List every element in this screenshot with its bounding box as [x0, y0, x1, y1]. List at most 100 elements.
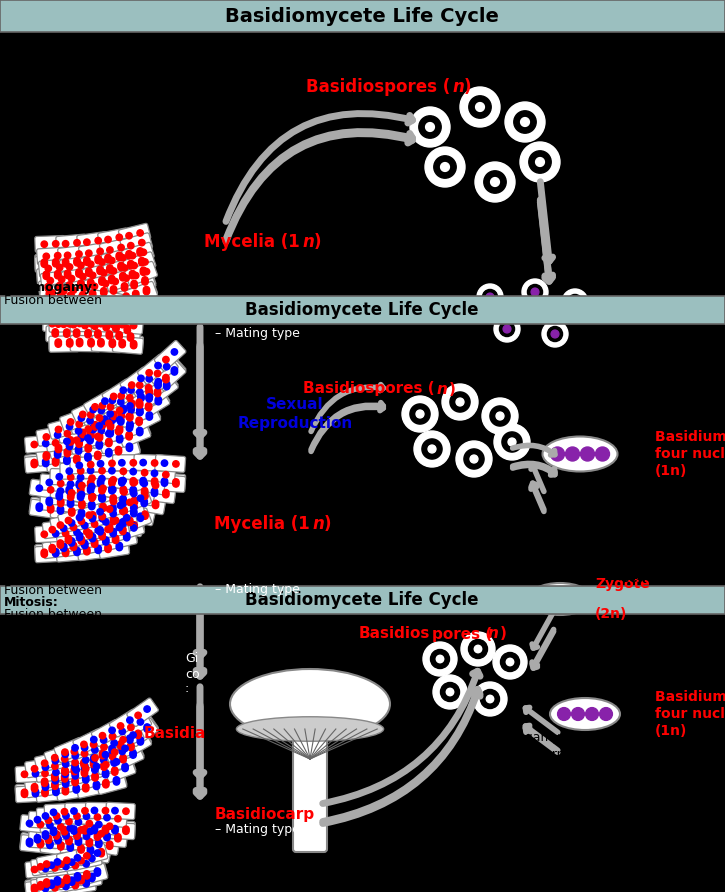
- Circle shape: [49, 308, 56, 314]
- Circle shape: [144, 706, 150, 712]
- Circle shape: [70, 524, 77, 531]
- Circle shape: [41, 780, 48, 787]
- Circle shape: [112, 767, 118, 773]
- Circle shape: [107, 506, 113, 512]
- Circle shape: [72, 771, 78, 777]
- Circle shape: [486, 293, 494, 301]
- Circle shape: [146, 393, 152, 400]
- FancyBboxPatch shape: [122, 243, 154, 266]
- Circle shape: [78, 876, 84, 882]
- FancyBboxPatch shape: [155, 475, 186, 492]
- Circle shape: [107, 410, 113, 417]
- FancyBboxPatch shape: [99, 513, 131, 537]
- Circle shape: [81, 771, 88, 777]
- Circle shape: [46, 498, 52, 504]
- Circle shape: [52, 459, 59, 467]
- Circle shape: [106, 431, 112, 437]
- Circle shape: [76, 441, 83, 448]
- Circle shape: [100, 485, 107, 491]
- Circle shape: [110, 413, 117, 419]
- FancyBboxPatch shape: [120, 368, 152, 396]
- FancyBboxPatch shape: [36, 781, 65, 800]
- FancyBboxPatch shape: [109, 709, 141, 737]
- Circle shape: [99, 475, 105, 482]
- Circle shape: [78, 467, 84, 475]
- Circle shape: [137, 739, 144, 745]
- FancyBboxPatch shape: [102, 397, 135, 425]
- Circle shape: [44, 454, 49, 460]
- Circle shape: [126, 251, 132, 257]
- FancyBboxPatch shape: [75, 775, 107, 796]
- FancyBboxPatch shape: [102, 248, 133, 270]
- FancyBboxPatch shape: [92, 509, 124, 531]
- FancyBboxPatch shape: [113, 490, 144, 509]
- FancyBboxPatch shape: [123, 484, 155, 506]
- Circle shape: [45, 835, 51, 841]
- Circle shape: [78, 518, 85, 524]
- Circle shape: [54, 252, 61, 259]
- Circle shape: [173, 481, 179, 487]
- FancyBboxPatch shape: [118, 244, 151, 265]
- FancyBboxPatch shape: [91, 316, 122, 333]
- FancyBboxPatch shape: [68, 429, 101, 452]
- Circle shape: [92, 774, 99, 781]
- Circle shape: [109, 480, 115, 486]
- FancyBboxPatch shape: [40, 474, 70, 492]
- Circle shape: [69, 509, 75, 516]
- Circle shape: [34, 816, 41, 823]
- FancyBboxPatch shape: [112, 475, 143, 491]
- FancyBboxPatch shape: [108, 413, 141, 439]
- Circle shape: [52, 259, 59, 265]
- Circle shape: [51, 755, 58, 761]
- FancyBboxPatch shape: [35, 543, 65, 561]
- Circle shape: [69, 508, 75, 514]
- Circle shape: [66, 468, 72, 475]
- Circle shape: [431, 649, 450, 668]
- Text: ): ): [324, 515, 331, 533]
- FancyBboxPatch shape: [46, 452, 77, 472]
- FancyBboxPatch shape: [112, 512, 145, 534]
- Circle shape: [116, 544, 123, 550]
- FancyBboxPatch shape: [92, 470, 123, 489]
- Circle shape: [130, 523, 137, 529]
- FancyBboxPatch shape: [99, 256, 131, 277]
- Circle shape: [80, 274, 86, 280]
- FancyBboxPatch shape: [25, 453, 56, 471]
- Circle shape: [62, 787, 69, 793]
- Circle shape: [104, 832, 110, 838]
- FancyBboxPatch shape: [61, 495, 92, 515]
- Circle shape: [82, 541, 88, 547]
- FancyBboxPatch shape: [50, 468, 80, 485]
- Circle shape: [121, 489, 128, 495]
- FancyBboxPatch shape: [123, 483, 154, 501]
- Circle shape: [43, 460, 49, 467]
- FancyBboxPatch shape: [80, 273, 112, 293]
- Text: – Mating type: – Mating type: [215, 327, 300, 341]
- FancyBboxPatch shape: [36, 784, 65, 802]
- Text: Mitosis:: Mitosis:: [4, 596, 59, 608]
- FancyBboxPatch shape: [49, 830, 78, 848]
- Circle shape: [76, 320, 83, 326]
- Circle shape: [127, 413, 133, 419]
- Circle shape: [473, 682, 507, 716]
- Circle shape: [85, 453, 91, 459]
- FancyBboxPatch shape: [62, 268, 93, 287]
- Circle shape: [66, 486, 72, 492]
- Text: Karyogamy:
Basidia form
diploid nu: Karyogamy: Basidia form diploid nu: [490, 731, 568, 777]
- Circle shape: [67, 418, 74, 425]
- Circle shape: [89, 512, 96, 518]
- FancyBboxPatch shape: [54, 738, 86, 763]
- Circle shape: [547, 326, 563, 342]
- Circle shape: [58, 861, 64, 867]
- FancyBboxPatch shape: [96, 771, 127, 792]
- Circle shape: [122, 745, 128, 752]
- Circle shape: [73, 787, 80, 793]
- Circle shape: [57, 310, 64, 316]
- FancyBboxPatch shape: [123, 463, 154, 481]
- Circle shape: [37, 839, 43, 846]
- Circle shape: [98, 338, 104, 345]
- Circle shape: [101, 762, 107, 768]
- FancyBboxPatch shape: [133, 454, 164, 471]
- FancyBboxPatch shape: [120, 385, 152, 415]
- FancyBboxPatch shape: [92, 490, 123, 508]
